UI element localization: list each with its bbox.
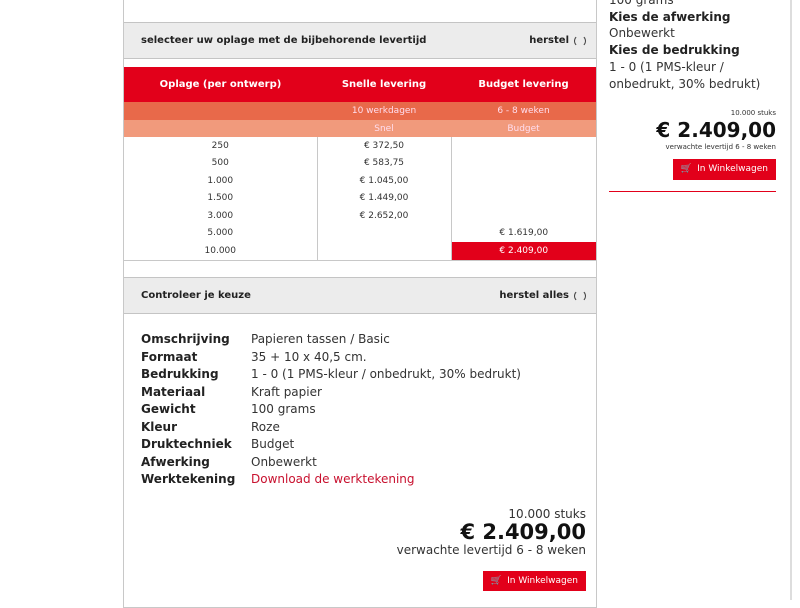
detail-value: 1 - 0 (1 PMS-kleur / onbedrukt, 30% bedr… bbox=[251, 367, 521, 381]
detail-label: Omschrijving bbox=[141, 332, 230, 346]
detail-value: Papieren tassen / Basic bbox=[251, 332, 390, 346]
delivery-type: Snel bbox=[317, 120, 451, 137]
header-budget: Budget levering bbox=[451, 67, 596, 102]
budget-price-cell bbox=[451, 190, 596, 208]
table-row: 250 € 372,50 bbox=[124, 137, 596, 155]
detail-row: Formaat 35 + 10 x 40,5 cm. bbox=[141, 349, 521, 367]
sidebar-heading: Kies de afwerking bbox=[609, 9, 731, 24]
section-title: selecteer uw oplage met de bijbehorende … bbox=[141, 35, 427, 46]
detail-label: Materiaal bbox=[141, 384, 206, 399]
detail-row: Omschrijving Papieren tassen / Basic bbox=[141, 331, 521, 349]
detail-row: Materiaal Kraft papier bbox=[141, 384, 521, 402]
detail-row: Druktechniek Budget bbox=[141, 436, 521, 454]
delivery-type bbox=[124, 120, 317, 137]
delivery-time: 10 werkdagen bbox=[317, 102, 451, 120]
button-label: In Winkelwagen bbox=[697, 164, 768, 175]
fast-price-cell[interactable]: € 372,50 bbox=[317, 137, 452, 155]
detail-row: Bedrukking 1 - 0 (1 PMS-kleur / onbedrukt… bbox=[141, 366, 521, 384]
budget-price-cell[interactable]: € 2.409,00 bbox=[451, 242, 596, 260]
cart-icon: 🛒 bbox=[490, 576, 503, 586]
detail-value: Onbewerkt bbox=[251, 454, 317, 469]
reset-label: herstel alles bbox=[499, 290, 569, 301]
refresh-icon bbox=[574, 34, 586, 47]
quantity-cell: 500 bbox=[124, 154, 318, 172]
sidebar-line: Onbewerkt bbox=[609, 26, 675, 41]
delivery-type: Budget bbox=[451, 120, 596, 137]
quantity-cell: 3.000 bbox=[124, 207, 318, 225]
detail-value: 100 grams bbox=[251, 402, 316, 416]
quantity-cell: 10.000 bbox=[124, 242, 318, 260]
fast-price-cell bbox=[317, 242, 452, 260]
fast-price-cell[interactable]: € 1.045,00 bbox=[317, 172, 452, 190]
quantity-cell: 1.500 bbox=[124, 189, 318, 207]
cart-icon: 🛒 bbox=[680, 164, 693, 175]
detail-row: Werktekening Download de werktekening bbox=[141, 471, 521, 489]
detail-value: Budget bbox=[251, 437, 295, 451]
detail-value: 35 + 10 x 40,5 cm. bbox=[251, 349, 367, 364]
table-row: 3.000 € 2.652,00 bbox=[124, 207, 596, 225]
detail-label: Bedrukking bbox=[141, 367, 219, 381]
table-row: 1.500 € 1.449,00 bbox=[124, 189, 596, 208]
budget-price-cell bbox=[451, 137, 596, 155]
divider bbox=[609, 191, 776, 193]
quantity-section-header: selecteer uw oplage met de bijbehorende … bbox=[124, 22, 596, 59]
quantity: 10.000 stuks bbox=[508, 507, 586, 521]
quantity-cell: 250 bbox=[124, 137, 318, 155]
detail-label: Formaat bbox=[141, 349, 198, 364]
sidebar-delivery: verwachte levertijd 6 - 8 weken bbox=[665, 143, 776, 152]
review-section-header: Controleer je keuze herstel alles bbox=[124, 277, 596, 314]
budget-price-cell[interactable]: € 1.619,00 bbox=[499, 228, 549, 239]
quantity-cell: 1.000 bbox=[124, 172, 318, 190]
divider bbox=[124, 260, 596, 261]
fast-price-cell bbox=[317, 224, 452, 242]
detail-label: Werktekening bbox=[141, 472, 236, 486]
sidebar-price: € 2.409,00 bbox=[656, 118, 776, 143]
button-label: In Winkelwagen bbox=[507, 576, 578, 586]
add-to-cart-button[interactable]: 🛒 In Winkelwagen bbox=[482, 571, 586, 591]
delivery-estimate: verwachte levertijd 6 - 8 weken bbox=[396, 543, 586, 557]
sidebar-add-to-cart-button[interactable]: 🛒 In Winkelwagen bbox=[672, 159, 776, 181]
detail-label: Kleur bbox=[141, 419, 178, 434]
table-row: 1.000 € 1.045,00 bbox=[124, 172, 596, 190]
price-table: Oplage (per ontwerp) Snelle levering Bud… bbox=[124, 67, 596, 260]
table-row: 500 € 583,75 bbox=[124, 154, 596, 173]
total-price: € 2.409,00 bbox=[460, 520, 586, 544]
budget-price-cell bbox=[451, 207, 596, 225]
fast-price-cell[interactable]: € 583,75 bbox=[317, 154, 452, 172]
download-drawing-link[interactable]: Download de werktekening bbox=[251, 472, 415, 486]
detail-row: Afwerking Onbewerkt bbox=[141, 454, 521, 472]
price-summary: 10.000 stuks € 2.409,00 verwachte levert… bbox=[397, 507, 586, 557]
detail-label: Druktechniek bbox=[141, 437, 232, 451]
fast-price-cell[interactable]: € 1.449,00 bbox=[317, 189, 452, 207]
refresh-icon bbox=[574, 289, 586, 302]
sidebar-heading: Kies de bedrukking bbox=[609, 43, 740, 58]
header-quantity: Oplage (per ontwerp) bbox=[124, 67, 317, 102]
fast-price-cell[interactable]: € 2.652,00 bbox=[317, 207, 452, 225]
quantity-cell: 5.000 bbox=[124, 224, 318, 242]
detail-value: Kraft papier bbox=[251, 384, 322, 399]
sidebar-line: 100 grams bbox=[609, 0, 674, 7]
sidebar-summary: 100 grams Kies de afwerking Onbewerkt Ki… bbox=[609, 0, 776, 193]
sidebar-line: 1 - 0 (1 PMS-kleur / onbedrukt, 30% bedr… bbox=[609, 59, 761, 91]
detail-row: Kleur Roze bbox=[141, 419, 521, 437]
detail-label: Afwerking bbox=[141, 454, 210, 469]
detail-row: Gewicht 100 grams bbox=[141, 401, 521, 419]
detail-value: Roze bbox=[251, 419, 280, 434]
details-list: Omschrijving Papieren tassen / Basic Forma… bbox=[141, 331, 521, 489]
table-row: 5.000 € 1.619,00 bbox=[124, 224, 596, 242]
delivery-time bbox=[124, 102, 317, 120]
sidebar-quantity: 10.000 stuks bbox=[730, 109, 776, 118]
page-edge bbox=[790, 0, 792, 600]
budget-price-cell bbox=[451, 172, 596, 190]
reset-label: herstel bbox=[529, 35, 569, 46]
header-fast: Snelle levering bbox=[317, 67, 451, 102]
delivery-time: 6 - 8 weken bbox=[451, 102, 596, 120]
table-row: 10.000 € 2.409,00 bbox=[124, 242, 596, 260]
reset-button[interactable]: herstel bbox=[529, 34, 586, 47]
detail-label: Gewicht bbox=[141, 402, 196, 416]
budget-price-cell bbox=[451, 155, 596, 173]
reset-all-button[interactable]: herstel alles bbox=[499, 289, 586, 302]
configurator-panel: selecteer uw oplage met de bijbehorende … bbox=[123, 0, 597, 608]
section-title: Controleer je keuze bbox=[141, 290, 251, 301]
